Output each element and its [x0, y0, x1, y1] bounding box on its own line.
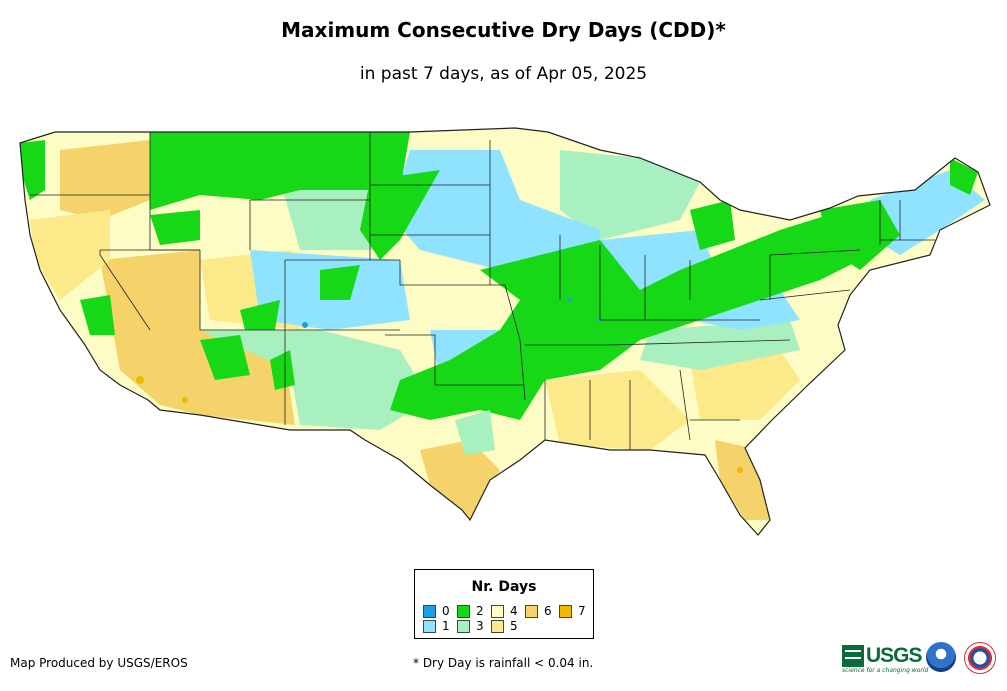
legend-item-1: 1 [423, 619, 450, 633]
us-outline [19, 127, 991, 536]
map-credit: Map Produced by USGS/EROS [10, 656, 188, 670]
legend: Nr. Days 0 1 2 3 4 5 6 7 [414, 569, 594, 639]
legend-swatch [423, 619, 436, 633]
cdd-fill [20, 128, 990, 535]
legend-label: 5 [510, 619, 518, 633]
map-subtitle: in past 7 days, as of Apr 05, 2025 [359, 64, 648, 84]
legend-item-5: 5 [491, 619, 518, 633]
legend-item-2: 2 [457, 604, 484, 618]
legend-swatch [457, 604, 470, 618]
map-title: Maximum Consecutive Dry Days (CDD)* [281, 18, 726, 42]
legend-label: 1 [442, 619, 450, 633]
usgs-logo-text: USGS [866, 644, 923, 667]
usgs-tagline: science for a changing world [842, 667, 929, 674]
legend-item-6: 6 [525, 604, 552, 618]
legend-label: 4 [510, 604, 518, 618]
usgs-logo: USGS [842, 644, 923, 668]
legend-title: Nr. Days [471, 579, 537, 595]
legend-swatch [423, 604, 436, 618]
usgs-wave-icon [842, 645, 864, 667]
noaa-logo-icon [926, 642, 956, 672]
legend-swatch [525, 604, 538, 618]
legend-item-7: 7 [559, 604, 586, 618]
cdd-map [19, 127, 991, 536]
legend-swatch [457, 619, 470, 633]
legend-label: 2 [476, 604, 484, 618]
legend-swatch [491, 619, 504, 633]
legend-item-3: 3 [457, 619, 484, 633]
agency-logos: USGS science for a changing world [842, 640, 1002, 680]
legend-swatch [491, 604, 504, 618]
legend-swatch [559, 604, 572, 618]
legend-item-0: 0 [423, 604, 450, 618]
nws-logo-icon [964, 642, 996, 674]
legend-label: 3 [476, 619, 484, 633]
legend-item-4: 4 [491, 604, 518, 618]
dry-day-footnote: * Dry Day is rainfall < 0.04 in. [413, 656, 594, 670]
legend-label: 7 [578, 604, 586, 618]
state-borders [30, 132, 935, 450]
legend-label: 6 [544, 604, 552, 618]
legend-label: 0 [442, 604, 450, 618]
